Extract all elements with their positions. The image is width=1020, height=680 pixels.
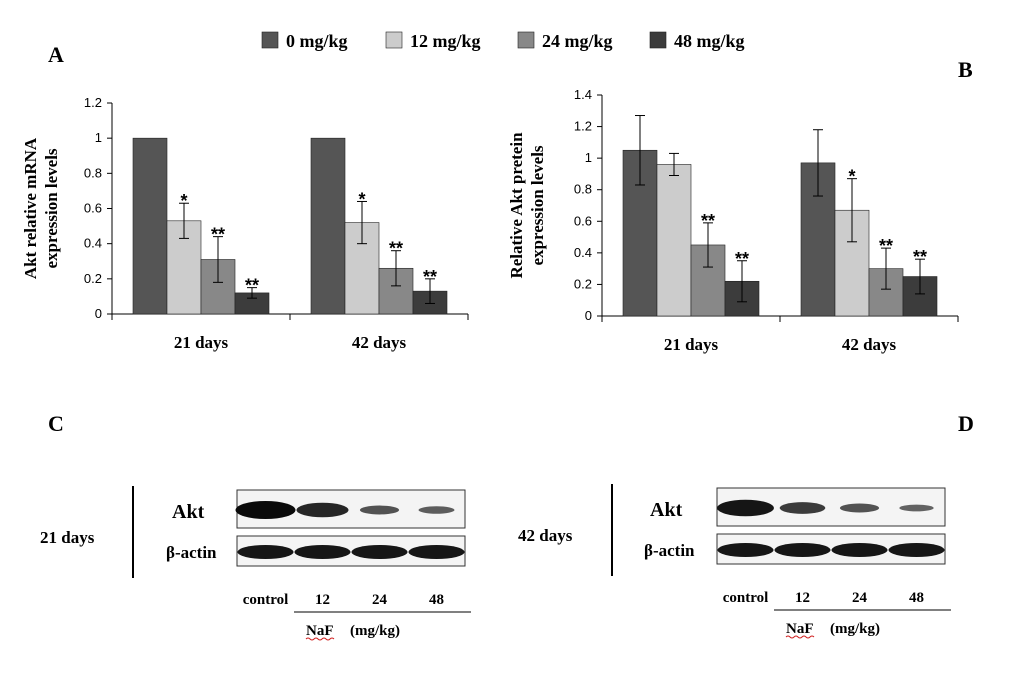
lane-label: control (243, 592, 289, 608)
y-tick-label: 1 (585, 150, 592, 165)
legend-label-2: 24 mg/kg (542, 31, 613, 51)
lane-label: 48 (909, 590, 924, 606)
akt-band (899, 504, 934, 512)
significance-mark: * (848, 167, 855, 187)
akt-band (235, 501, 296, 519)
lane-label: 48 (429, 592, 444, 608)
significance-mark: ** (879, 236, 893, 256)
akt-band (839, 503, 880, 513)
significance-mark: * (180, 191, 187, 211)
actin-band (717, 543, 774, 557)
y-tick-label: 0 (95, 306, 102, 321)
y-tick-label: 1.4 (574, 87, 592, 102)
legend-label-3: 48 mg/kg (674, 31, 745, 51)
lane-label: 24 (852, 590, 868, 606)
chart-a: 00.20.40.60.811.2*****21 days*****42 day… (21, 95, 469, 352)
significance-mark: ** (423, 267, 437, 287)
spellcheck-underline (305, 637, 335, 641)
y-axis-label-line2: expression levels (528, 145, 547, 265)
actin-band (774, 543, 831, 557)
panel-letter-a: A (48, 42, 64, 67)
panel-letter-c: C (48, 411, 64, 436)
legend-swatch-0 (261, 31, 279, 49)
treatment-label: NaF (786, 621, 814, 637)
actin-band (237, 545, 294, 559)
category-label: 21 days (664, 335, 719, 354)
y-axis-label-line1: Relative Akt pretein (507, 132, 526, 279)
significance-mark: ** (735, 249, 749, 269)
legend-swatch-1 (385, 31, 403, 49)
y-tick-label: 0.8 (574, 182, 592, 197)
y-tick-label: 0.6 (84, 201, 102, 216)
y-tick-label: 0.2 (84, 271, 102, 286)
blot-time-label: 42 days (518, 526, 573, 545)
y-tick-label: 0.2 (574, 276, 592, 291)
actin-band (351, 545, 408, 559)
panel-letter-d: D (958, 411, 974, 436)
chart-b: 00.20.40.60.811.21.4****21 days*****42 d… (507, 87, 959, 354)
blot-target-label: Akt (172, 501, 205, 523)
significance-mark: ** (701, 211, 715, 231)
bar-0mgkg-0 (132, 137, 168, 315)
lane-label: control (723, 590, 769, 606)
y-axis-label-line1: Akt relative mRNA (21, 137, 40, 279)
actin-band (831, 543, 888, 557)
spellcheck-underline (785, 635, 815, 639)
blot-time-label: 21 days (40, 528, 95, 547)
akt-band (296, 502, 349, 518)
category-label: 42 days (352, 333, 407, 352)
significance-mark: ** (245, 276, 259, 296)
y-tick-label: 1.2 (84, 95, 102, 110)
bar-12mgkg-1 (834, 209, 870, 317)
y-tick-label: 1 (95, 130, 102, 145)
lane-label: 24 (372, 592, 388, 608)
legend-label-0: 0 mg/kg (286, 31, 348, 51)
y-tick-label: 0.4 (84, 236, 102, 251)
akt-band (418, 506, 455, 514)
legend-swatch-3 (649, 31, 667, 49)
akt-band (359, 505, 400, 515)
significance-mark: ** (389, 239, 403, 259)
legend-swatch-2 (517, 31, 535, 49)
lane-label: 12 (795, 590, 810, 606)
category-label: 42 days (842, 335, 897, 354)
lane-label: 12 (315, 592, 330, 608)
treatment-label: NaF (306, 623, 334, 639)
significance-mark: ** (913, 247, 927, 267)
blot-target-label: Akt (650, 499, 683, 521)
y-tick-label: 0.4 (574, 245, 592, 260)
blot-d: 42 days Akt β-actin control 12 24 48 NaF (mg/kg) (518, 484, 951, 639)
y-tick-label: 1.2 (574, 119, 592, 134)
significance-mark: * (358, 189, 365, 209)
y-tick-label: 0.8 (84, 165, 102, 180)
unit-label: (mg/kg) (830, 621, 880, 637)
actin-band (408, 545, 465, 559)
legend-label-1: 12 mg/kg (410, 31, 481, 51)
bar-12mgkg-0 (656, 164, 692, 317)
y-axis-label: Relative Akt pretein expression levels (507, 132, 547, 279)
unit-label: (mg/kg) (350, 623, 400, 639)
y-tick-label: 0.6 (574, 213, 592, 228)
blot-c: 21 days Akt β-actin control 12 24 48 NaF (mg/kg) (40, 486, 471, 641)
y-tick-label: 0 (585, 308, 592, 323)
bar-0mgkg-1 (310, 137, 346, 315)
y-axis-label: Akt relative mRNA expression levels (21, 137, 61, 279)
blot-loading-label: β-actin (166, 543, 217, 562)
significance-mark: ** (211, 225, 225, 245)
category-label: 21 days (174, 333, 229, 352)
actin-band (888, 543, 945, 557)
legend: 0 mg/kg 12 mg/kg 24 mg/kg 48 mg/kg (261, 31, 745, 51)
blot-loading-label: β-actin (644, 541, 695, 560)
akt-band (717, 499, 774, 517)
akt-band (779, 502, 826, 514)
y-axis-label-line2: expression levels (42, 148, 61, 268)
actin-band (294, 545, 351, 559)
panel-letter-b: B (958, 57, 973, 82)
